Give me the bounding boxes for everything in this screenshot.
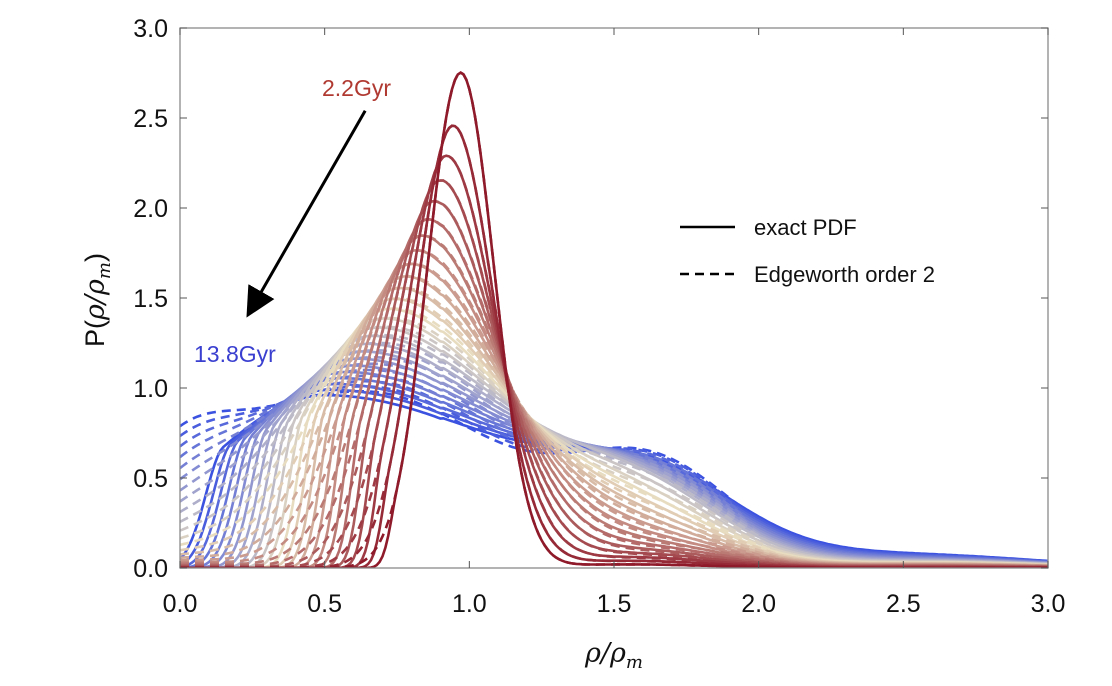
- x-tick-label: 1.5: [597, 590, 632, 618]
- edgeworth-line: [180, 154, 1048, 568]
- y-tick-label: 1.0: [133, 375, 168, 403]
- y-tick-label: 2.5: [133, 105, 168, 133]
- y-axis-ticks: 0.0 0.5 1.0 1.5 2.0 2.5 3.0: [133, 15, 1048, 583]
- edgeworth-line: [180, 275, 1048, 568]
- x-tick-label: 3.0: [1031, 590, 1066, 618]
- edgeworth-line: [180, 307, 1048, 568]
- legend-exact-label: exact PDF: [754, 215, 857, 240]
- x-tick-label: 0.0: [163, 590, 198, 618]
- x-tick-label: 1.0: [452, 590, 487, 618]
- x-axis-ticks: 0.0 0.5 1.0 1.5 2.0 2.5 3.0: [163, 28, 1066, 618]
- y-tick-label: 2.0: [133, 195, 168, 223]
- annotation-last-time: 13.8Gyr: [194, 341, 276, 367]
- legend-edgeworth-label: Edgeworth order 2: [754, 262, 935, 287]
- edgeworth-line: [180, 248, 1048, 568]
- exact-pdf-line: [180, 275, 1048, 568]
- y-axis-label: P(ρ/ρm): [80, 253, 115, 347]
- y-tick-label: 0.0: [133, 555, 168, 583]
- annotation-first-time: 2.2Gyr: [322, 75, 391, 101]
- x-tick-label: 2.0: [741, 590, 776, 618]
- pdf-curves: [180, 71, 1048, 568]
- time-direction-arrow: [246, 110, 367, 318]
- edgeworth-line: [180, 262, 1048, 568]
- y-tick-label: 1.5: [133, 285, 168, 313]
- x-tick-label: 2.5: [886, 590, 921, 618]
- exact-pdf-line: [180, 249, 1048, 568]
- edgeworth-line: [180, 199, 1048, 568]
- x-axis-label: ρ/ρm: [584, 638, 643, 673]
- edgeworth-line: [180, 179, 1048, 568]
- edgeworth-line: [180, 316, 1048, 568]
- legend: exact PDF Edgeworth order 2: [680, 215, 935, 287]
- y-tick-label: 3.0: [133, 15, 168, 43]
- x-tick-label: 0.5: [307, 590, 342, 618]
- y-tick-label: 0.5: [133, 465, 168, 493]
